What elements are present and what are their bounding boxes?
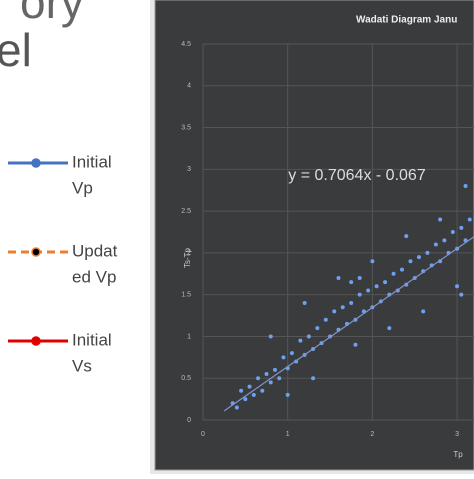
point [463,184,468,189]
point [357,292,362,297]
plot: 0 0.5 1 1.5 2 2.5 3 3.5 4 4.5 0 1 2 3 [181,41,474,438]
point [340,305,345,310]
point [416,255,421,260]
y-tick-label: 3 [187,166,191,173]
point [306,334,311,339]
header-fragment: el [0,24,32,76]
equation: y = 0.7064x - 0.067 [288,167,426,184]
legend-label: Updat [72,241,118,260]
legend-marker [31,158,41,168]
point [383,280,388,285]
point [311,376,316,381]
legend-label: ed Vp [72,267,116,286]
legend-label: Initial [72,152,112,171]
point [387,326,392,331]
point [298,338,303,343]
x-tick-label: 0 [201,431,205,438]
point [455,284,460,289]
header-fragment: ory [20,0,84,28]
point [353,342,358,347]
point [268,334,273,339]
point [243,397,248,402]
y-tick-label: 2 [187,250,191,257]
point [438,217,443,222]
point [408,259,413,264]
point [433,242,438,247]
point [260,388,265,393]
point [391,271,396,276]
point [370,259,375,264]
x-tick-label: 2 [370,431,374,438]
y-tick-label: 2.5 [181,208,191,215]
point [467,217,472,222]
point [234,405,239,410]
legend-marker [31,336,41,346]
point [459,225,464,230]
chart-title: Wadati Diagram Janu [356,15,457,26]
point [285,392,290,397]
point [332,309,337,314]
point [336,275,341,280]
point [349,301,354,306]
legend: Initial Vp Updat ed Vp Initial Vs [8,152,118,375]
point [239,388,244,393]
legend-label: Initial [72,330,112,349]
point [272,367,277,372]
y-tick-label: 0 [187,417,191,424]
point [425,250,430,255]
chart-area [154,0,474,471]
legend-marker [31,247,41,257]
point [281,355,286,360]
point [459,292,464,297]
y-tick-label: 3.5 [181,124,191,131]
x-tick-label: 3 [455,431,459,438]
trendline [223,236,474,412]
point [289,351,294,356]
point [366,288,371,293]
point [357,275,362,280]
legend-label: Vp [72,178,93,197]
y-tick-label: 1.5 [181,292,191,299]
point [256,376,261,381]
point [349,280,354,285]
point [442,238,447,243]
x-tick-label: 1 [286,431,290,438]
y-tick-label: 0.5 [181,375,191,382]
x-axis-label: Tp [453,450,463,459]
point [400,267,405,272]
point [323,317,328,322]
point [264,372,269,377]
legend-label: Vs [72,356,92,375]
point [268,380,273,385]
point [302,301,307,306]
y-tick-label: 4.5 [181,41,191,48]
point [251,392,256,397]
point [450,230,455,234]
point [277,376,282,381]
point [404,234,409,239]
point [421,309,426,314]
point [315,326,320,331]
y-tick-label: 1 [187,333,191,340]
y-axis-label: Ts-Tp [183,247,192,268]
point [374,284,379,289]
y-tick-label: 4 [187,83,191,90]
point [247,384,252,389]
